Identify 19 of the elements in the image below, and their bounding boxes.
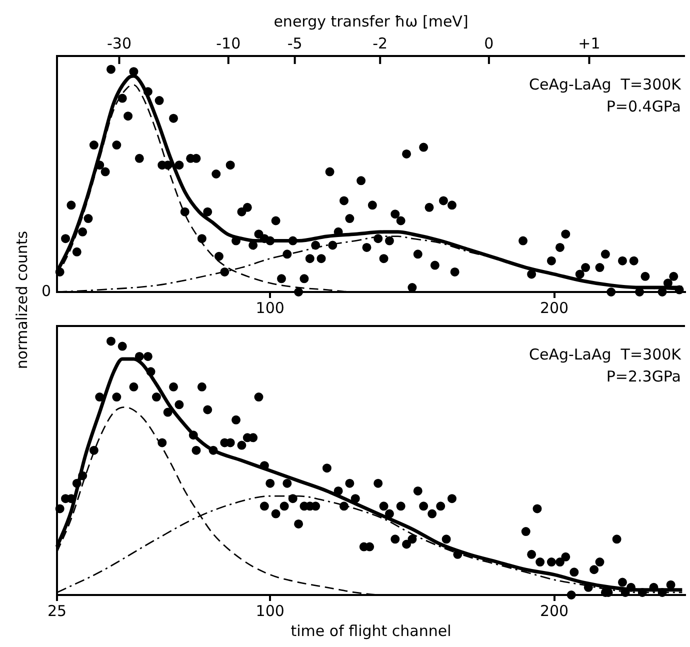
text: +1	[578, 34, 600, 52]
x-axis-title: time of flight channel	[290, 622, 452, 640]
x-tick-label: 100	[256, 602, 284, 620]
x-tick-label: 25	[47, 602, 67, 620]
annotation: 0	[41, 282, 51, 300]
text: -5	[287, 34, 302, 52]
annotation: CeAg-LaAg T=300K	[529, 75, 682, 94]
y-axis-title: normalized counts	[13, 230, 32, 370]
annotation: P=0.4GPa	[606, 97, 681, 116]
text: 0	[484, 34, 494, 52]
text: -2	[372, 34, 388, 52]
x-tick-label: 200	[540, 602, 569, 620]
x2-axis-title: energy transfer ħω [meV]	[274, 12, 468, 30]
annotation: CeAg-LaAg T=300K	[529, 345, 682, 364]
x-tick-label: 200	[540, 298, 569, 317]
x-tick-label: 100	[256, 298, 284, 317]
annotation: P=2.3GPa	[606, 367, 681, 386]
text: -10	[216, 34, 241, 52]
text: -30	[106, 34, 132, 52]
